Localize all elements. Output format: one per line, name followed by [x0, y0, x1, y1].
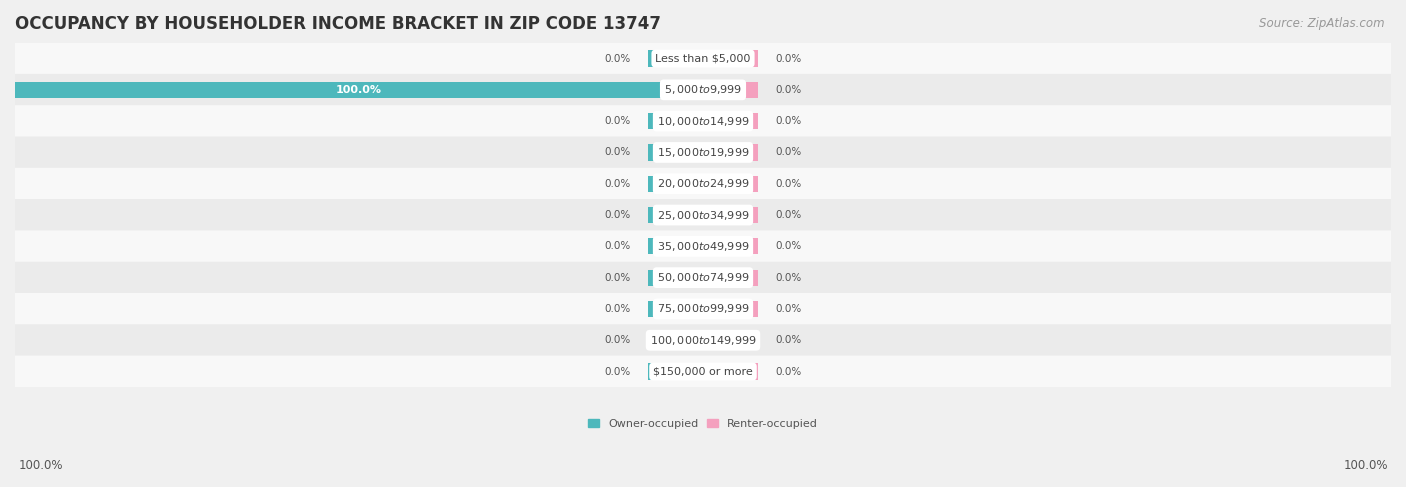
FancyBboxPatch shape — [15, 230, 1391, 262]
Bar — [703, 301, 758, 317]
Text: 0.0%: 0.0% — [605, 54, 631, 63]
Text: 0.0%: 0.0% — [775, 179, 801, 189]
Bar — [703, 332, 758, 348]
Text: 0.0%: 0.0% — [775, 273, 801, 282]
FancyBboxPatch shape — [15, 324, 1391, 356]
Text: $15,000 to $19,999: $15,000 to $19,999 — [657, 146, 749, 159]
FancyBboxPatch shape — [15, 356, 1391, 388]
Text: 100.0%: 100.0% — [18, 459, 63, 472]
Bar — [15, 82, 703, 98]
Text: 100.0%: 100.0% — [336, 85, 382, 95]
Bar — [703, 176, 758, 192]
Text: 0.0%: 0.0% — [775, 367, 801, 376]
Text: 0.0%: 0.0% — [605, 148, 631, 157]
Text: 100.0%: 100.0% — [1343, 459, 1388, 472]
Text: 0.0%: 0.0% — [775, 242, 801, 251]
Text: $75,000 to $99,999: $75,000 to $99,999 — [657, 302, 749, 316]
Text: Source: ZipAtlas.com: Source: ZipAtlas.com — [1260, 17, 1385, 30]
Bar — [648, 144, 703, 161]
Text: 0.0%: 0.0% — [605, 335, 631, 345]
FancyBboxPatch shape — [15, 42, 1391, 75]
Text: OCCUPANCY BY HOUSEHOLDER INCOME BRACKET IN ZIP CODE 13747: OCCUPANCY BY HOUSEHOLDER INCOME BRACKET … — [15, 15, 661, 33]
Bar — [703, 269, 758, 286]
Text: $20,000 to $24,999: $20,000 to $24,999 — [657, 177, 749, 190]
Text: 0.0%: 0.0% — [605, 116, 631, 126]
Text: 0.0%: 0.0% — [775, 116, 801, 126]
Bar — [648, 332, 703, 348]
Text: $150,000 or more: $150,000 or more — [654, 367, 752, 376]
Text: $100,000 to $149,999: $100,000 to $149,999 — [650, 334, 756, 347]
FancyBboxPatch shape — [15, 199, 1391, 231]
Text: 0.0%: 0.0% — [775, 304, 801, 314]
Bar — [648, 238, 703, 255]
Text: 0.0%: 0.0% — [775, 85, 801, 95]
Text: $10,000 to $14,999: $10,000 to $14,999 — [657, 114, 749, 128]
Bar — [703, 82, 758, 98]
Text: Less than $5,000: Less than $5,000 — [655, 54, 751, 63]
FancyBboxPatch shape — [15, 105, 1391, 137]
Text: 0.0%: 0.0% — [605, 273, 631, 282]
Bar — [703, 238, 758, 255]
Bar — [648, 301, 703, 317]
Bar — [648, 176, 703, 192]
Text: 0.0%: 0.0% — [605, 304, 631, 314]
Text: 0.0%: 0.0% — [775, 210, 801, 220]
Bar — [703, 207, 758, 223]
Bar — [648, 113, 703, 129]
Bar — [648, 269, 703, 286]
Bar — [703, 113, 758, 129]
Legend: Owner-occupied, Renter-occupied: Owner-occupied, Renter-occupied — [583, 414, 823, 433]
Text: 0.0%: 0.0% — [605, 242, 631, 251]
Bar — [648, 363, 703, 380]
Text: 0.0%: 0.0% — [775, 54, 801, 63]
FancyBboxPatch shape — [15, 262, 1391, 294]
FancyBboxPatch shape — [15, 74, 1391, 106]
Bar — [648, 207, 703, 223]
Bar — [703, 363, 758, 380]
Bar — [648, 50, 703, 67]
FancyBboxPatch shape — [15, 293, 1391, 325]
Text: $35,000 to $49,999: $35,000 to $49,999 — [657, 240, 749, 253]
FancyBboxPatch shape — [15, 168, 1391, 200]
FancyBboxPatch shape — [15, 136, 1391, 169]
Bar — [703, 144, 758, 161]
Text: $50,000 to $74,999: $50,000 to $74,999 — [657, 271, 749, 284]
Text: 0.0%: 0.0% — [605, 367, 631, 376]
Text: $5,000 to $9,999: $5,000 to $9,999 — [664, 83, 742, 96]
Bar — [703, 50, 758, 67]
Text: 0.0%: 0.0% — [605, 179, 631, 189]
Text: 0.0%: 0.0% — [775, 335, 801, 345]
Text: $25,000 to $34,999: $25,000 to $34,999 — [657, 208, 749, 222]
Text: 0.0%: 0.0% — [605, 210, 631, 220]
Text: 0.0%: 0.0% — [775, 148, 801, 157]
